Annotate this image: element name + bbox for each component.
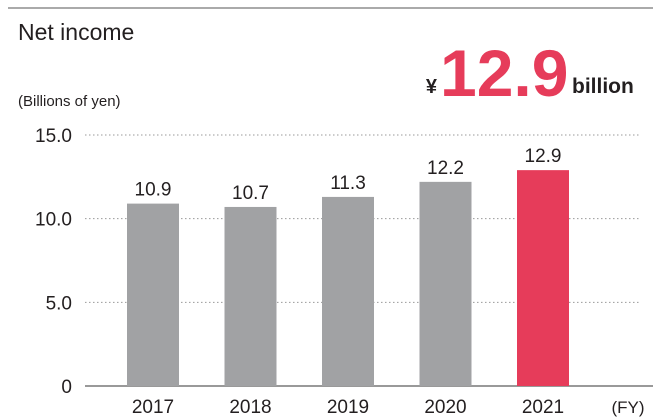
bar: [419, 181, 472, 386]
value-label: 11.3: [330, 173, 366, 194]
x-tick-label: 2021: [522, 397, 564, 418]
highlight-prefix: ¥: [426, 76, 438, 98]
x-tick-label: 2017: [132, 397, 174, 418]
chart-title: Net income: [18, 19, 134, 45]
x-tick-label: 2019: [327, 397, 369, 418]
y-tick-label: 5.0: [46, 293, 72, 314]
value-label: 10.7: [232, 183, 269, 204]
value-label: 10.9: [135, 180, 172, 201]
y-tick-label: 10.0: [35, 210, 72, 231]
y-tick-label: 15.0: [35, 126, 72, 147]
value-label: 12.2: [427, 158, 464, 179]
highlight-value: 12.9: [440, 36, 568, 110]
bar: [517, 170, 569, 386]
y-axis-label: (Billions of yen): [18, 93, 121, 110]
x-tick-label: 2020: [424, 397, 466, 418]
value-label: 12.9: [525, 146, 562, 167]
x-tick-label: 2018: [229, 397, 271, 418]
bar: [322, 196, 374, 386]
highlight-suffix: billion: [572, 75, 634, 98]
bar: [127, 203, 179, 386]
bar: [224, 206, 277, 386]
y-tick-label: 0: [61, 377, 72, 398]
x-axis-label: (FY): [611, 398, 644, 417]
